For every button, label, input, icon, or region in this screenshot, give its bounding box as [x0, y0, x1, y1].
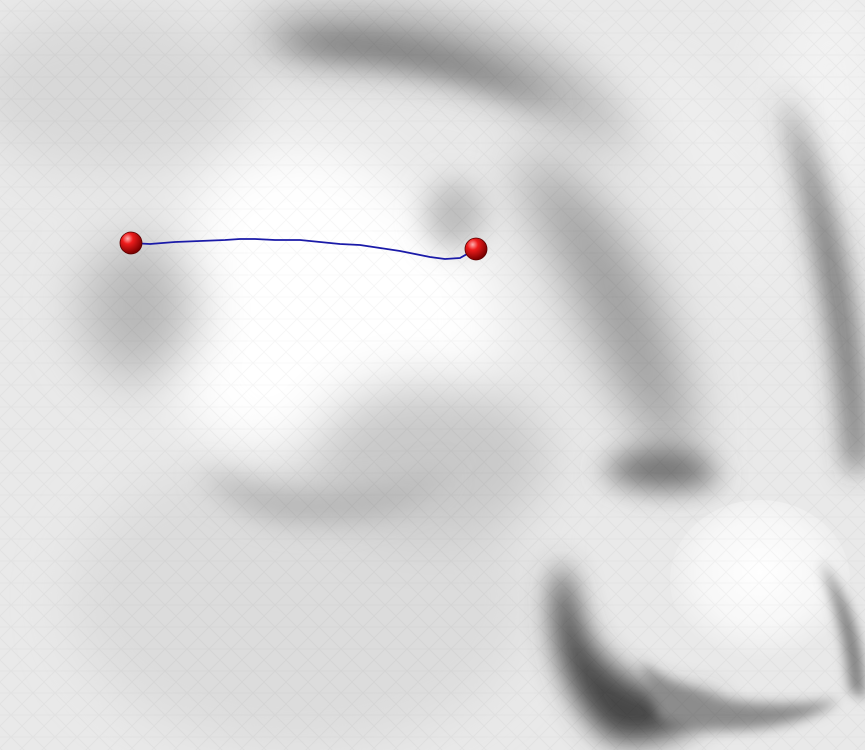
- landmark-right-sphere[interactable]: [464, 237, 488, 261]
- landmark-left-sphere[interactable]: [119, 231, 143, 255]
- geodesic-path: [130, 238, 477, 260]
